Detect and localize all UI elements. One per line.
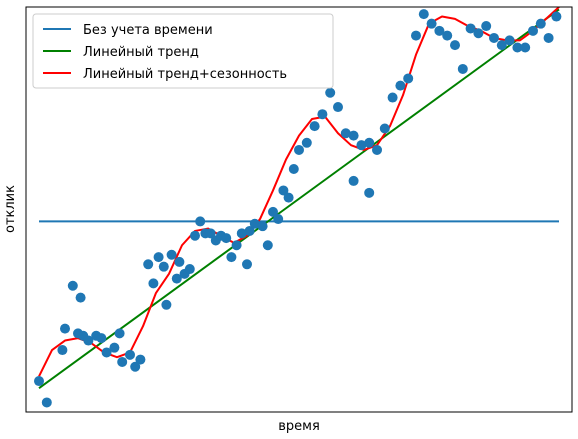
data-point <box>34 376 44 387</box>
data-point <box>244 225 255 236</box>
data-point <box>325 87 336 98</box>
data-point <box>130 361 141 372</box>
data-point <box>411 30 421 41</box>
data-point <box>473 28 484 39</box>
series-line-1 <box>38 8 560 389</box>
data-point <box>166 249 177 260</box>
data-point <box>294 144 304 155</box>
data-point <box>481 21 492 32</box>
data-point <box>489 32 499 43</box>
data-point <box>301 137 312 148</box>
data-point <box>101 347 112 358</box>
plot-frame <box>25 6 573 413</box>
data-point <box>348 130 359 141</box>
data-point <box>184 264 195 275</box>
data-point <box>114 328 125 339</box>
data-point <box>135 354 146 365</box>
data-point <box>75 292 86 303</box>
data-point <box>262 240 273 251</box>
data-point <box>249 218 260 229</box>
data-point <box>73 328 83 339</box>
data-point <box>125 349 135 360</box>
data-point <box>418 9 429 20</box>
data-point <box>457 63 468 74</box>
data-point <box>174 256 185 267</box>
data-point <box>426 18 437 29</box>
data-point <box>520 42 531 53</box>
data-point <box>109 342 120 353</box>
data-point <box>442 30 453 41</box>
data-point <box>528 25 538 36</box>
data-point <box>96 333 107 344</box>
data-point <box>278 185 289 196</box>
data-point <box>236 228 247 239</box>
data-point <box>512 42 523 53</box>
data-point <box>387 92 398 103</box>
data-point <box>317 109 328 120</box>
x-axis-label: время <box>278 419 320 434</box>
data-point <box>309 121 320 132</box>
data-point <box>395 80 406 91</box>
y-axis-label: отклик <box>3 185 18 233</box>
data-point <box>288 164 299 174</box>
data-point <box>364 187 375 198</box>
data-point <box>153 252 164 263</box>
data-point <box>205 228 216 239</box>
legend-label: Без учета времени <box>83 23 213 38</box>
data-point <box>543 32 554 43</box>
data-point <box>195 216 206 227</box>
data-point <box>268 206 278 217</box>
legend-label: Линейный тренд <box>83 45 199 60</box>
data-point <box>171 273 182 284</box>
data-point <box>403 73 414 84</box>
data-point <box>57 345 68 356</box>
data-point <box>273 214 284 225</box>
data-point <box>504 35 515 46</box>
data-point <box>67 280 78 291</box>
data-point <box>143 259 154 270</box>
data-point <box>333 102 343 113</box>
data-point <box>83 335 94 346</box>
data-point <box>356 140 367 151</box>
data-point <box>535 18 546 29</box>
data-point <box>41 397 52 408</box>
data-point <box>231 240 242 251</box>
data-point <box>465 23 476 34</box>
data-point <box>226 252 237 263</box>
data-point <box>434 25 445 36</box>
data-point <box>372 144 382 155</box>
data-point <box>158 261 169 272</box>
data-point <box>221 233 232 244</box>
data-point <box>161 299 172 310</box>
data-point <box>190 230 200 241</box>
data-point <box>60 323 70 334</box>
legend-label: Линейный тренд+сезонность <box>83 67 287 82</box>
data-point <box>348 175 359 186</box>
data-point <box>450 40 460 51</box>
data-point <box>379 123 390 134</box>
data-point <box>364 137 375 148</box>
legend-box <box>32 13 334 89</box>
data-point <box>496 40 507 51</box>
data-point <box>148 278 159 289</box>
data-point <box>117 356 128 367</box>
data-point <box>340 128 351 139</box>
data-point <box>242 259 252 270</box>
data-point <box>257 221 268 232</box>
legend: Без учета времени Линейный тренд Линейный … <box>32 13 334 89</box>
data-point <box>551 11 562 22</box>
data-point <box>283 192 294 203</box>
